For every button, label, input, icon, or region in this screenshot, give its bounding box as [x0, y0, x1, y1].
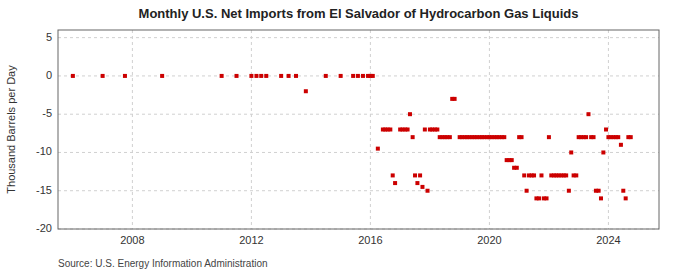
y-axis-label: Thousand Barrels per Day: [5, 65, 17, 194]
point: [547, 135, 551, 139]
point: [567, 189, 571, 193]
point: [304, 89, 308, 93]
point: [411, 135, 415, 139]
point: [453, 97, 457, 101]
point: [123, 74, 127, 78]
point: [597, 189, 601, 193]
point: [356, 74, 360, 78]
y-tick-label: -15: [36, 184, 52, 196]
point: [371, 74, 375, 78]
point: [391, 173, 395, 177]
point: [254, 74, 258, 78]
point: [592, 135, 596, 139]
ticks: -20 -15 -10 -5 0 5 2008 2012 2016 2020 2024: [36, 31, 621, 246]
y-tick-label: -5: [42, 107, 52, 119]
point: [408, 112, 412, 116]
x-tick-label: 2020: [477, 234, 501, 246]
point: [388, 128, 392, 132]
point: [351, 74, 355, 78]
point: [361, 74, 365, 78]
point: [101, 74, 105, 78]
x-tick-label: 2024: [596, 234, 620, 246]
point: [235, 74, 239, 78]
point: [264, 74, 268, 78]
x-grid-line: [251, 30, 252, 229]
point: [448, 135, 452, 139]
point: [420, 185, 424, 189]
point: [624, 196, 628, 200]
point: [413, 173, 417, 177]
x-tick-label: 2012: [239, 234, 263, 246]
title: Monthly U.S. Net Imports from El Salvado…: [139, 6, 579, 21]
point: [537, 196, 541, 200]
point: [287, 74, 291, 78]
point: [586, 112, 590, 116]
point: [574, 173, 578, 177]
point: [294, 74, 298, 78]
chart: -20 -15 -10 -5 0 5 2008 2012 2016 2020 2024 Monthly…: [0, 0, 675, 275]
point: [339, 74, 343, 78]
point: [601, 150, 605, 154]
plot-frame: [58, 30, 659, 229]
point: [616, 135, 620, 139]
point: [564, 173, 568, 177]
point: [599, 196, 603, 200]
y-grid-line: [58, 152, 659, 153]
point: [406, 128, 410, 132]
point: [629, 135, 633, 139]
point: [423, 128, 427, 132]
x-grid-line: [132, 30, 133, 229]
y-grid-line: [58, 37, 659, 38]
point: [520, 135, 524, 139]
x-tick-label: 2008: [120, 234, 144, 246]
point: [619, 143, 623, 147]
point: [510, 158, 514, 162]
point: [249, 74, 253, 78]
point: [522, 173, 526, 177]
point: [435, 128, 439, 132]
y-tick-label: -20: [36, 222, 52, 234]
point: [621, 189, 625, 193]
point: [393, 181, 397, 185]
point: [220, 74, 224, 78]
point: [160, 74, 164, 78]
point: [584, 135, 588, 139]
point: [604, 128, 608, 132]
point: [532, 173, 536, 177]
x-tick-label: 2016: [358, 234, 382, 246]
y-tick-label: -10: [36, 145, 52, 157]
point: [71, 74, 75, 78]
points: [71, 74, 633, 200]
point: [502, 135, 506, 139]
point: [525, 189, 529, 193]
y-tick-label: 0: [46, 69, 52, 81]
point: [415, 181, 419, 185]
source-note: Source: U.S. Energy Information Administ…: [58, 258, 268, 269]
point: [539, 173, 543, 177]
grid: [58, 30, 659, 229]
point: [569, 150, 573, 154]
y-grid-line: [58, 114, 659, 115]
point: [279, 74, 283, 78]
x-grid-line: [489, 30, 490, 229]
point: [545, 196, 549, 200]
x-grid-line: [608, 30, 609, 229]
point: [515, 166, 519, 170]
point: [426, 189, 430, 193]
point: [418, 173, 422, 177]
x-grid-line: [370, 30, 371, 229]
point: [259, 74, 263, 78]
point: [324, 74, 328, 78]
y-tick-label: 5: [46, 31, 52, 43]
point: [376, 147, 380, 151]
